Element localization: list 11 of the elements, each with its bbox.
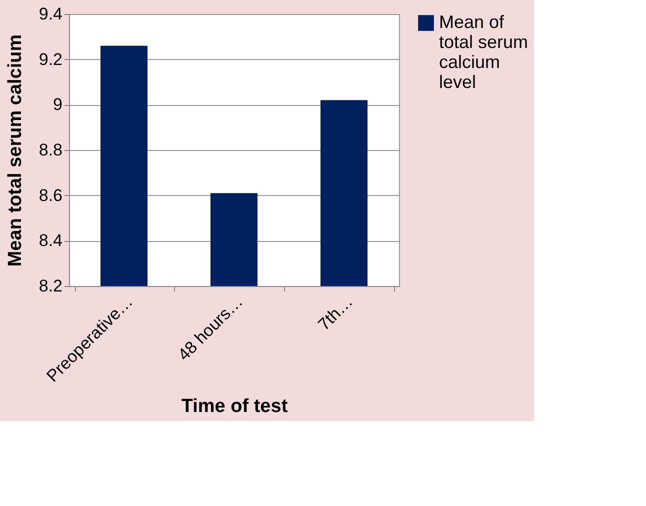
x-axis-title: Time of test [181,396,288,417]
y-tick-label: 8.8 [38,140,62,160]
y-tick-label: 9.4 [38,4,62,24]
y-tick-label: 8.2 [38,276,62,296]
y-tick-label: 9 [53,95,62,114]
y-tick-label: 8.6 [38,186,62,205]
y-tick-label: 9.2 [38,50,62,69]
legend-label: Mean of total serum calcium level [439,12,528,92]
y-tick-label: 8.4 [38,231,62,250]
x-tick-label: 7th… [314,292,357,334]
y-axis-title: Mean total serum calcium [4,34,26,267]
